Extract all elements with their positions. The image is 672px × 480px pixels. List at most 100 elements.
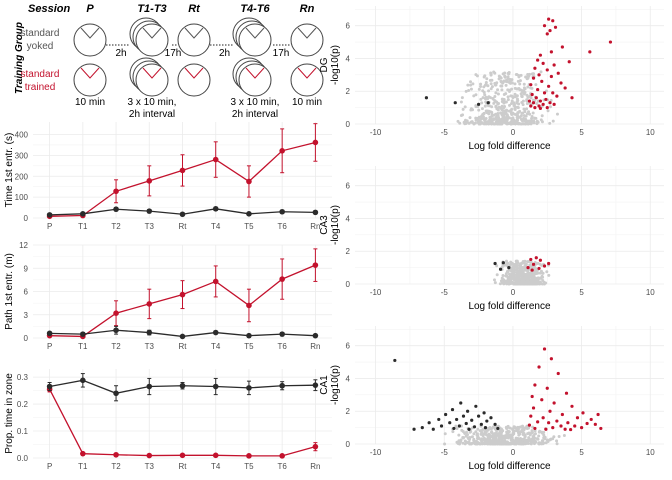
background-point — [519, 73, 523, 77]
background-point — [497, 116, 501, 120]
background-point — [505, 78, 509, 82]
gap-label: 17h — [165, 48, 182, 59]
background-point — [518, 273, 522, 277]
background-point — [524, 265, 528, 269]
background-point — [495, 273, 499, 277]
background-point — [506, 95, 510, 99]
highlighted-point — [450, 407, 455, 412]
background-point — [476, 120, 480, 124]
background-point — [497, 105, 501, 109]
background-point — [516, 105, 520, 109]
arena-icon — [238, 23, 272, 57]
background-point — [515, 118, 519, 122]
highlighted-point — [541, 102, 545, 106]
x-tick-label: 5 — [579, 448, 584, 457]
background-point — [512, 118, 516, 122]
background-point — [506, 429, 510, 433]
highlighted-point — [479, 422, 483, 426]
background-point — [526, 280, 530, 284]
path-first-entrance-chart: 0 3 6 9 12 P T1 T2 T3 Rt T4 T5 T6 Rn Path 1st entr. (m… — [4, 241, 332, 351]
session-label: T1-T3 — [137, 3, 166, 15]
highlighted-point — [537, 365, 541, 369]
highlighted-point — [527, 423, 532, 427]
y-axis-label: -log10(p) — [330, 365, 341, 405]
highlighted-point — [537, 266, 541, 271]
data-point — [179, 211, 186, 218]
background-point — [489, 87, 493, 91]
shock-zone-icon — [245, 27, 265, 39]
highlighted-point — [498, 267, 503, 271]
highlighted-point — [580, 426, 584, 430]
x-tick-label: 0 — [511, 288, 516, 297]
data-point — [146, 329, 153, 336]
background-point — [507, 272, 511, 276]
highlighted-point — [547, 421, 551, 425]
background-point — [547, 273, 551, 277]
highlighted-point — [569, 427, 573, 432]
arena-icon — [177, 63, 211, 97]
background-point — [474, 73, 478, 77]
y-tick-label: 0.1 — [17, 427, 29, 436]
highlighted-point — [549, 50, 553, 54]
highlighted-point — [547, 84, 551, 88]
highlighted-point — [459, 401, 463, 405]
arena-icon — [177, 23, 211, 57]
gap-label: 2h — [115, 48, 126, 59]
background-point — [489, 82, 493, 86]
background-point — [499, 440, 503, 444]
background-point — [503, 281, 507, 285]
background-point — [504, 274, 508, 278]
duration-label: 3 x 10 min, — [231, 97, 280, 108]
x-tick-label: -10 — [370, 128, 382, 137]
highlighted-point — [555, 94, 559, 98]
background-point — [533, 278, 537, 282]
background-point — [476, 427, 480, 431]
data-point — [279, 331, 285, 337]
background-point — [516, 122, 520, 126]
background-point — [502, 442, 506, 446]
background-point — [507, 109, 511, 113]
background-point — [487, 104, 491, 108]
arena-icon — [290, 63, 324, 97]
background-point — [466, 83, 470, 87]
shock-zone-icon — [297, 27, 317, 39]
duration-label: 2h interval — [232, 109, 278, 120]
background-point — [546, 109, 550, 113]
highlighted-point — [530, 394, 534, 399]
background-point — [541, 275, 545, 279]
shock-zone-icon — [297, 67, 317, 79]
y-tick-label: 0 — [346, 280, 351, 289]
data-point — [179, 382, 186, 389]
background-point — [497, 118, 501, 122]
background-point — [500, 104, 504, 108]
background-point — [518, 266, 522, 270]
background-point — [526, 260, 530, 264]
background-point — [481, 428, 485, 432]
background-point — [515, 273, 519, 277]
background-point — [512, 426, 516, 430]
background-point — [504, 100, 508, 104]
highlighted-point — [589, 417, 593, 422]
background-point — [539, 70, 543, 74]
x-tick-label: T1 — [78, 342, 88, 351]
background-point — [529, 260, 533, 264]
data-point — [212, 156, 219, 163]
highlighted-point — [393, 358, 397, 363]
data-point — [113, 451, 119, 458]
highlighted-point — [493, 422, 497, 426]
background-point — [483, 93, 487, 97]
x-tick-label: P — [47, 342, 52, 351]
session-header: Session — [28, 3, 70, 15]
background-point — [493, 281, 497, 285]
highlighted-point — [529, 104, 533, 108]
background-point — [492, 117, 496, 121]
background-point — [499, 429, 503, 433]
highlighted-point — [573, 424, 577, 428]
background-point — [545, 270, 549, 274]
background-point — [495, 431, 499, 435]
background-point — [531, 265, 535, 269]
highlighted-point — [585, 421, 589, 426]
x-tick-label: T2 — [111, 342, 121, 351]
background-point — [520, 441, 524, 445]
shock-zone-icon — [80, 27, 100, 39]
